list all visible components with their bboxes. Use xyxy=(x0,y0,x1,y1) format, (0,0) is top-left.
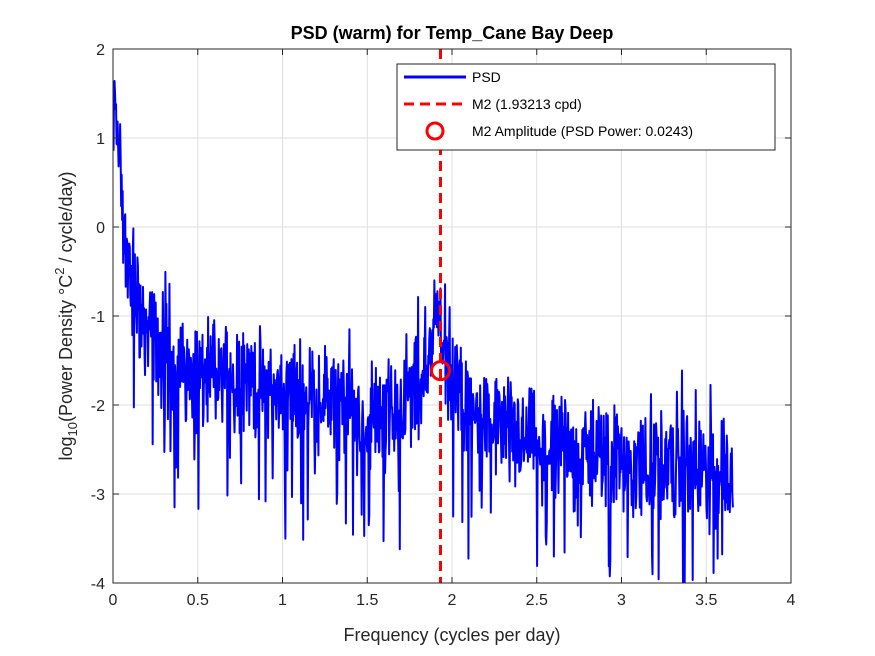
x-tick-label: 2 xyxy=(448,592,457,609)
psd-series-layer xyxy=(113,80,734,583)
y-tick-label: 0 xyxy=(96,220,105,237)
axis-ticks: 0 0.5 1 1.5 2 2.5 3 3.5 4 -4 -3 -2 -1 0 1 2 xyxy=(91,42,796,609)
m2-amplitude-marker xyxy=(429,360,451,382)
y-tick-label: -4 xyxy=(91,576,105,593)
chart-title: PSD (warm) for Temp_Cane Bay Deep xyxy=(291,23,614,43)
x-tick-label: 3 xyxy=(617,592,626,609)
x-tick-label: 0 xyxy=(109,592,118,609)
x-axis-label: Frequency (cycles per day) xyxy=(343,625,560,645)
x-tick-label: 1.5 xyxy=(356,592,378,609)
psd-series-line xyxy=(113,80,734,583)
x-tick-label: 2.5 xyxy=(526,592,548,609)
legend-m2-amplitude-swatch xyxy=(425,121,445,141)
x-tick-label: 3.5 xyxy=(695,592,717,609)
legend-psd-label: PSD xyxy=(472,69,501,85)
legend-m2-label: M2 (1.93213 cpd) xyxy=(472,96,582,112)
y-tick-label: -1 xyxy=(91,309,105,326)
legend: PSD M2 (1.93213 cpd) M2 Amplitude (PSD P… xyxy=(396,63,776,151)
x-tick-label: 1 xyxy=(278,592,287,609)
y-tick-label: 1 xyxy=(96,131,105,148)
y-tick-label: 2 xyxy=(96,42,105,59)
x-tick-label: 4 xyxy=(787,592,796,609)
x-tick-label: 0.5 xyxy=(187,592,209,609)
y-tick-label: -3 xyxy=(91,487,105,504)
y-axis-label: log10(Power Density °C2 / cycle/day) xyxy=(52,172,80,461)
legend-m2-amplitude-label: M2 Amplitude (PSD Power: 0.0243) xyxy=(472,123,693,139)
y-tick-label: -2 xyxy=(91,398,105,415)
